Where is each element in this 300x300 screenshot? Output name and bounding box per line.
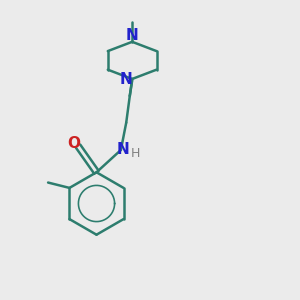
- Text: O: O: [67, 136, 80, 151]
- Text: N: N: [125, 28, 138, 44]
- Text: H: H: [131, 147, 140, 160]
- Text: N: N: [120, 72, 133, 87]
- Text: N: N: [117, 142, 130, 157]
